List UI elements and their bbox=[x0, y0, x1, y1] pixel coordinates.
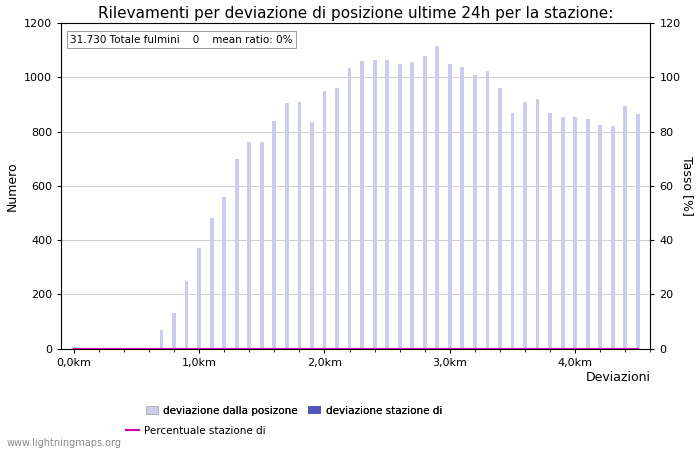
Bar bbox=[160, 330, 163, 349]
Y-axis label: Numero: Numero bbox=[6, 161, 19, 211]
Bar bbox=[510, 112, 514, 349]
Bar bbox=[598, 125, 602, 349]
Legend: deviazione dalla posizone, deviazione stazione di: deviazione dalla posizone, deviazione st… bbox=[141, 402, 447, 420]
Bar bbox=[272, 121, 276, 349]
Bar bbox=[486, 71, 489, 349]
Bar bbox=[423, 56, 427, 349]
Bar bbox=[448, 64, 452, 349]
Legend: Percentuale stazione di: Percentuale stazione di bbox=[122, 422, 270, 440]
Bar bbox=[298, 102, 301, 349]
Y-axis label: Tasso [%]: Tasso [%] bbox=[681, 156, 694, 216]
Bar bbox=[147, 348, 151, 349]
Bar bbox=[85, 348, 88, 349]
Bar bbox=[410, 63, 414, 349]
Bar bbox=[335, 88, 339, 349]
Text: 31.730 Totale fulmini    0    mean ratio: 0%: 31.730 Totale fulmini 0 mean ratio: 0% bbox=[70, 35, 293, 45]
Text: Deviazioni: Deviazioni bbox=[585, 372, 650, 384]
Bar bbox=[310, 122, 314, 349]
Bar bbox=[498, 88, 502, 349]
Bar bbox=[636, 114, 640, 349]
Bar bbox=[172, 313, 176, 349]
Bar bbox=[235, 159, 239, 349]
Bar bbox=[285, 103, 289, 349]
Bar bbox=[260, 143, 264, 349]
Bar bbox=[134, 348, 139, 349]
Bar bbox=[247, 143, 251, 349]
Bar bbox=[197, 248, 201, 349]
Bar bbox=[223, 197, 226, 349]
Bar bbox=[323, 91, 326, 349]
Bar bbox=[573, 117, 577, 349]
Bar bbox=[473, 75, 477, 349]
Bar bbox=[435, 46, 439, 349]
Title: Rilevamenti per deviazione di posizione ultime 24h per la stazione:: Rilevamenti per deviazione di posizione … bbox=[98, 5, 613, 21]
Bar bbox=[373, 60, 377, 349]
Bar bbox=[624, 106, 627, 349]
Bar bbox=[561, 117, 564, 349]
Bar bbox=[611, 126, 615, 349]
Bar bbox=[548, 112, 552, 349]
Text: www.lightningmaps.org: www.lightningmaps.org bbox=[7, 438, 122, 448]
Bar bbox=[360, 61, 364, 349]
Bar bbox=[523, 102, 527, 349]
Bar bbox=[97, 348, 101, 349]
Bar bbox=[586, 119, 589, 349]
Bar bbox=[72, 347, 76, 349]
Bar bbox=[398, 64, 402, 349]
Bar bbox=[461, 67, 464, 349]
Bar bbox=[210, 218, 214, 349]
Bar bbox=[385, 60, 389, 349]
Bar bbox=[536, 99, 540, 349]
Bar bbox=[348, 68, 351, 349]
Bar bbox=[185, 281, 188, 349]
Bar bbox=[122, 348, 126, 349]
Bar bbox=[109, 348, 113, 349]
